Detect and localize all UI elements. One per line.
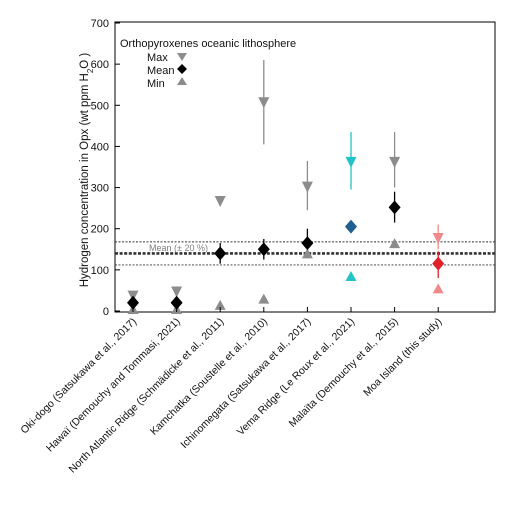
legend: Orthopyroxenes oceanic lithosphere Max M… bbox=[120, 38, 296, 90]
band-label: Mean (± 20 %) bbox=[149, 243, 208, 253]
y-axis-title-subscript: 2 bbox=[86, 68, 95, 73]
min-marker-3 bbox=[258, 293, 270, 304]
y-tick-label-2: 200 bbox=[91, 224, 109, 236]
max-marker-7 bbox=[432, 233, 444, 244]
mean-marker-1 bbox=[170, 295, 183, 310]
mean-marker-0 bbox=[127, 295, 139, 310]
max-marker-6 bbox=[389, 156, 401, 168]
min-marker-2 bbox=[214, 299, 226, 310]
y-tick-label-7: 700 bbox=[91, 18, 109, 30]
y-axis-title-end: O ) bbox=[79, 53, 91, 69]
mean-marker-7 bbox=[432, 256, 445, 271]
x-axis: Oki-dogo (Satsukawa et al., 2017)Hawaï (… bbox=[18, 307, 444, 475]
mean-marker-2 bbox=[214, 246, 227, 261]
legend-label-mean: Mean bbox=[147, 65, 175, 77]
legend-title: Orthopyroxenes oceanic lithosphere bbox=[120, 38, 296, 50]
y-tick-label-1: 100 bbox=[91, 265, 109, 277]
min-marker-6 bbox=[389, 238, 401, 249]
min-marker-5 bbox=[345, 271, 357, 282]
legend-mean-marker bbox=[177, 64, 187, 74]
max-marker-5 bbox=[345, 156, 357, 168]
max-marker-1 bbox=[171, 286, 183, 298]
legend-min-marker bbox=[177, 77, 187, 85]
legend-max-marker bbox=[177, 53, 187, 61]
mean-marker-3 bbox=[257, 242, 270, 257]
max-marker-4 bbox=[301, 181, 313, 193]
legend-label-min: Min bbox=[147, 78, 165, 90]
y-tick-label-3: 300 bbox=[91, 183, 109, 195]
error-bars bbox=[219, 60, 439, 279]
y-tick-label-6: 600 bbox=[91, 59, 109, 71]
max-marker-3 bbox=[258, 97, 270, 109]
legend-label-max: Max bbox=[147, 52, 168, 64]
min-marker-4 bbox=[301, 248, 313, 259]
category-label-7: Moa Island (this study) bbox=[361, 316, 444, 399]
y-axis-title-main: Hydrogen concentration in Opx (wt ppm H bbox=[79, 73, 91, 287]
min-marker-7 bbox=[432, 283, 444, 294]
category-label-2: North Atlantic Ridge (Schmädicke et al.,… bbox=[67, 316, 227, 476]
y-tick-label-5: 500 bbox=[91, 100, 109, 112]
y-axis: 0 100 200 300 400 500 600 700 bbox=[91, 18, 120, 318]
mean-marker-6 bbox=[388, 200, 401, 215]
y-axis-title: Hydrogen concentration in Opx (wt ppm H2… bbox=[79, 53, 95, 288]
y-tick-label-0: 0 bbox=[103, 306, 109, 318]
y-tick-label-4: 400 bbox=[91, 141, 109, 153]
mean-marker-4 bbox=[301, 236, 314, 251]
plot-frame bbox=[114, 21, 496, 313]
data-points bbox=[127, 97, 445, 314]
max-marker-2 bbox=[214, 195, 226, 207]
mean-marker-5 bbox=[345, 219, 357, 234]
